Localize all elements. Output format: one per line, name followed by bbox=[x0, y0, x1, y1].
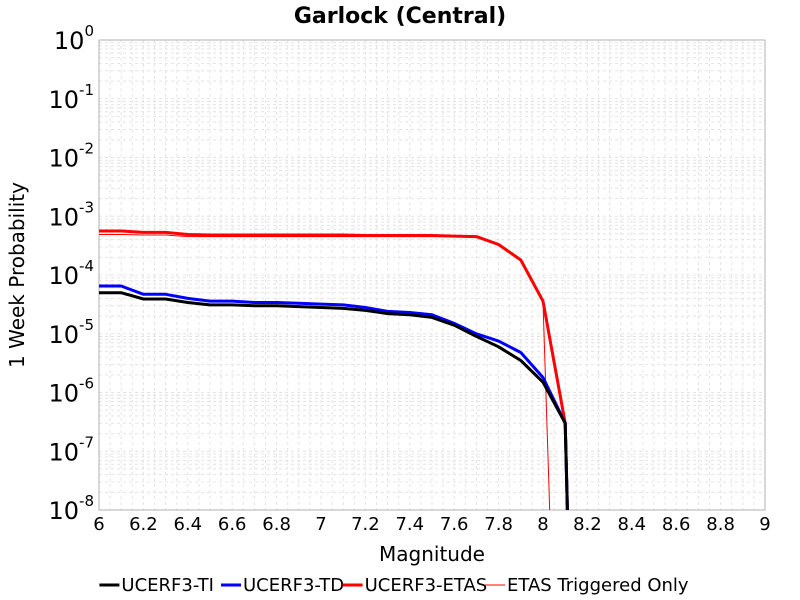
x-tick-label: 6.2 bbox=[129, 514, 158, 535]
plot-frame bbox=[98, 39, 766, 511]
x-tick-labels: 6 6.2 6.4 6.6 6.8 7 7.2 7.4 7.6 7.8 8 8.2 8.4 8.6 8.8 9 bbox=[93, 514, 770, 535]
x-tick-label: 6 bbox=[93, 514, 104, 535]
y-tick-label: 10-6 bbox=[48, 375, 94, 408]
y-tick-label: 10-2 bbox=[48, 140, 94, 173]
x-tick-label: 7.8 bbox=[484, 514, 513, 535]
x-axis-label: Magnitude bbox=[379, 542, 485, 566]
y-axis-label: 1 Week Probability bbox=[5, 182, 29, 368]
y-tick-label: 10-1 bbox=[48, 81, 94, 114]
legend-label: UCERF3-ETAS bbox=[365, 575, 488, 596]
x-tick-label: 8.8 bbox=[706, 514, 735, 535]
legend: UCERF3-TI UCERF3-TD UCERF3-ETAS ETAS Trigge… bbox=[99, 575, 689, 596]
y-tick-label: 10-3 bbox=[48, 198, 94, 231]
x-tick-label: 7.6 bbox=[440, 514, 469, 535]
x-tick-label: 7 bbox=[315, 514, 326, 535]
series-line bbox=[99, 284, 569, 511]
y-tick-label: 10-4 bbox=[48, 257, 94, 290]
grid-lines bbox=[98, 40, 766, 511]
x-tick-label: 6.6 bbox=[218, 514, 247, 535]
y-tick-label: 100 bbox=[54, 22, 94, 55]
legend-label: UCERF3-TD bbox=[243, 575, 344, 596]
series-line bbox=[99, 291, 569, 511]
series-layer bbox=[99, 229, 569, 511]
x-tick-label: 8 bbox=[537, 514, 548, 535]
x-tick-label: 8.4 bbox=[617, 514, 646, 535]
x-tick-label: 9 bbox=[759, 514, 770, 535]
x-tick-label: 7.4 bbox=[395, 514, 424, 535]
legend-label: UCERF3-TI bbox=[121, 575, 214, 596]
series-line bbox=[99, 229, 569, 511]
chart-title: Garlock (Central) bbox=[294, 4, 506, 29]
legend-label: ETAS Triggered Only bbox=[507, 575, 689, 596]
x-tick-label: 7.2 bbox=[351, 514, 380, 535]
y-tick-label: 10-5 bbox=[48, 316, 94, 349]
x-tick-label: 8.2 bbox=[573, 514, 602, 535]
y-tick-label: 10-8 bbox=[48, 492, 94, 525]
x-tick-label: 8.6 bbox=[662, 514, 691, 535]
y-tick-label: 10-7 bbox=[48, 433, 94, 466]
x-tick-label: 6.4 bbox=[173, 514, 202, 535]
x-tick-label: 6.8 bbox=[262, 514, 291, 535]
y-tick-labels: 100 10-1 10-2 10-3 10-4 10-5 10-6 10-7 10-8 bbox=[48, 22, 94, 525]
